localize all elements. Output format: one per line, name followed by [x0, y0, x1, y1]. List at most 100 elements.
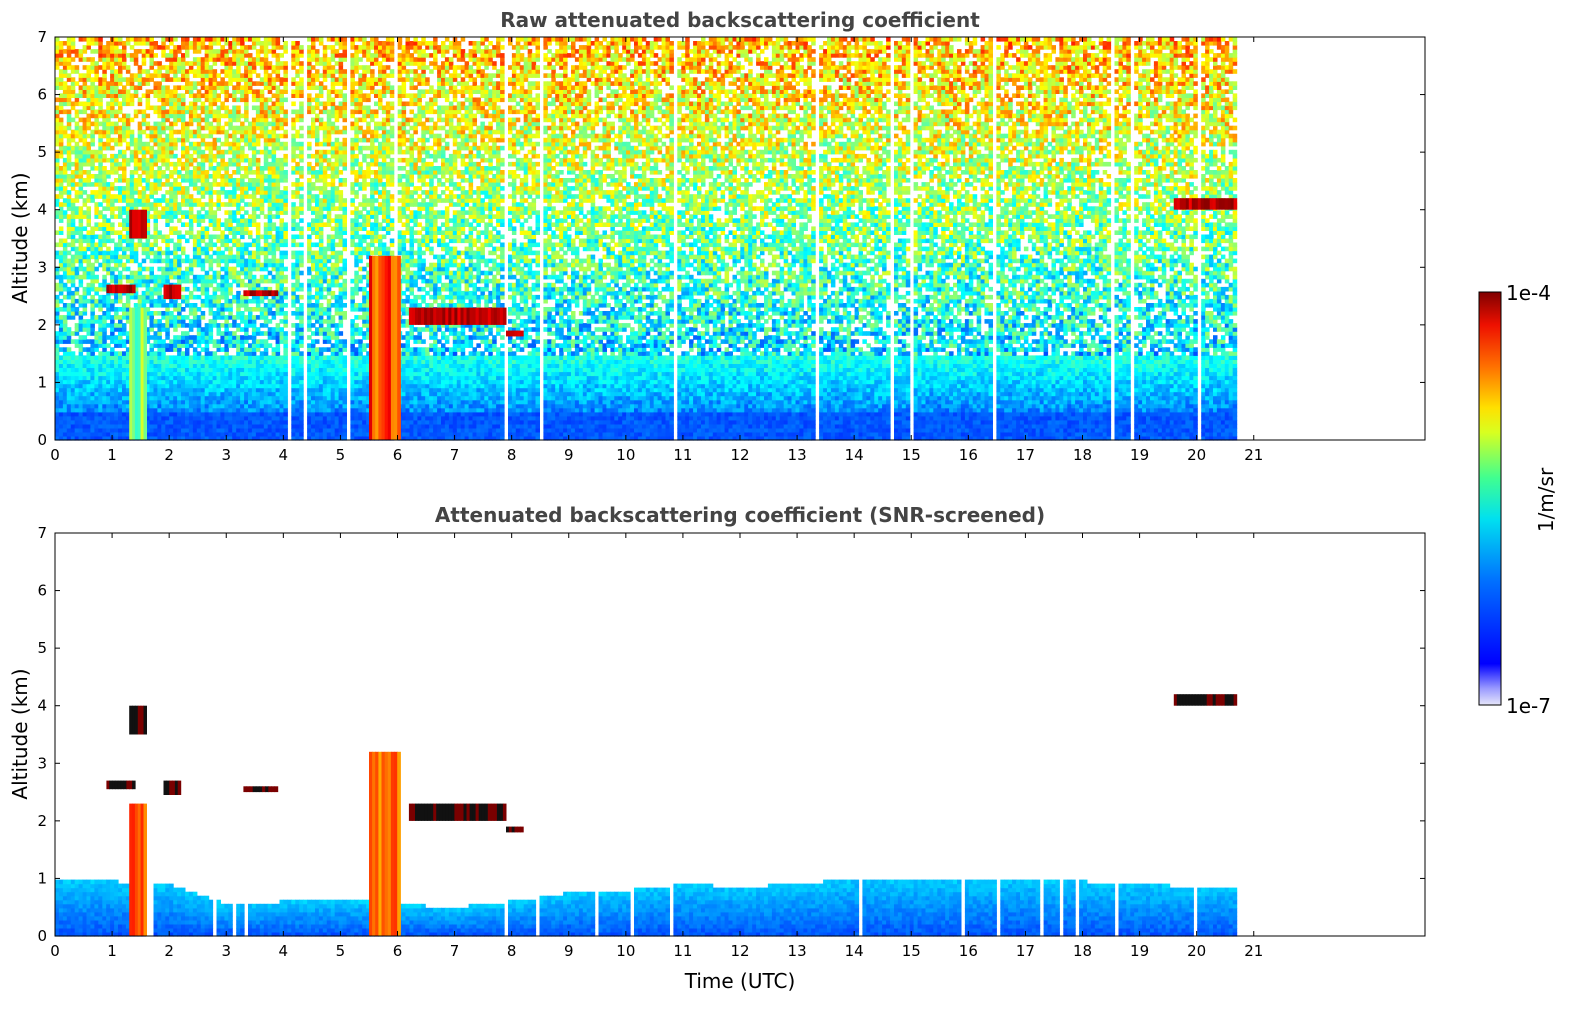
heatmap-cell	[255, 419, 261, 425]
heatmap-cell	[145, 407, 151, 413]
heatmap-cell	[299, 351, 304, 356]
heatmap-cell	[232, 367, 237, 373]
heatmap-cell	[157, 294, 162, 300]
heatmap-cell	[90, 303, 95, 308]
heatmap-cell	[224, 234, 229, 240]
heatmap-cell	[70, 133, 76, 139]
heatmap-cell	[263, 234, 269, 240]
heatmap-cell	[153, 206, 158, 211]
heatmap-cell	[153, 174, 158, 179]
heatmap-cell	[212, 407, 218, 413]
heatmap-cell	[165, 37, 170, 42]
heatmap-cell	[90, 41, 95, 46]
heatmap-cell	[259, 294, 265, 300]
heatmap-cell	[263, 375, 269, 381]
heatmap-cell	[169, 129, 174, 135]
heatmap-cell	[248, 375, 253, 381]
heatmap-cell	[122, 315, 127, 320]
heatmap-cell	[173, 161, 178, 167]
heatmap-cell	[271, 101, 277, 107]
heatmap-cell	[153, 182, 158, 187]
heatmap-cell	[248, 53, 253, 58]
heatmap-cell	[196, 315, 202, 320]
heatmap-cell	[271, 311, 277, 316]
heatmap-cell	[55, 379, 60, 385]
heatmap-cell	[90, 226, 95, 231]
heatmap-cell	[299, 335, 304, 340]
heatmap-cell	[153, 161, 158, 167]
heatmap-cell	[161, 174, 166, 179]
heatmap-cell	[78, 266, 84, 272]
heatmap-cell	[114, 355, 119, 360]
heatmap-cell	[299, 101, 304, 107]
heatmap-cell	[196, 246, 202, 252]
heatmap-cell	[251, 379, 257, 385]
heatmap-cell	[125, 77, 131, 82]
heatmap-cell	[106, 355, 111, 360]
heatmap-cell	[106, 315, 111, 320]
heatmap-cell	[220, 190, 225, 195]
heatmap-cell	[185, 355, 190, 360]
heatmap-cell	[165, 266, 170, 272]
heatmap-cell	[110, 194, 115, 199]
heatmap-cell	[66, 117, 72, 123]
heatmap-cell	[70, 45, 76, 50]
heatmap-cell	[145, 186, 151, 191]
heatmap-cell	[122, 161, 127, 167]
heatmap-cell	[299, 133, 304, 139]
heatmap-cell	[196, 436, 202, 441]
heatmap-cell	[125, 186, 131, 191]
heatmap-cell	[263, 407, 269, 413]
heatmap-cell	[208, 198, 214, 203]
heatmap-cell	[224, 133, 229, 139]
heatmap-cell	[279, 407, 284, 413]
heatmap-cell	[62, 411, 68, 417]
heatmap-cell	[192, 294, 198, 300]
heatmap-cell	[181, 359, 186, 364]
heatmap-cell	[70, 77, 76, 82]
heatmap-cell	[78, 234, 84, 240]
heatmap-cell	[153, 254, 158, 260]
heatmap-cell	[299, 315, 304, 320]
heatmap-cell	[129, 53, 135, 58]
heatmap-cell	[275, 367, 281, 373]
heatmap-cell	[275, 166, 281, 171]
heatmap-cell	[94, 109, 99, 115]
heatmap-cell	[62, 166, 68, 171]
heatmap-cell	[137, 161, 143, 167]
heatmap-cell	[78, 427, 84, 433]
heatmap-cell	[228, 202, 233, 207]
heatmap-cell	[224, 166, 229, 171]
heatmap-cell	[173, 145, 178, 151]
heatmap-cell	[307, 411, 312, 417]
heatmap-cell	[248, 274, 253, 280]
heatmap-cell	[177, 375, 182, 381]
heatmap-cell	[220, 89, 225, 94]
heatmap-cell	[114, 258, 119, 264]
heatmap-cell	[279, 226, 284, 231]
heatmap-cell	[192, 250, 198, 256]
heatmap-cell	[173, 206, 178, 211]
heatmap-cell	[114, 113, 119, 119]
heatmap-cell	[299, 258, 304, 264]
heatmap-cell	[181, 174, 186, 179]
heatmap-cell	[196, 69, 202, 74]
heatmap-cell	[259, 415, 265, 421]
heatmap-cell	[299, 395, 304, 401]
heatmap-cell	[122, 331, 127, 336]
heatmap-cell	[279, 327, 284, 332]
heatmap-cell	[188, 303, 194, 308]
heatmap-cell	[244, 73, 249, 78]
heatmap-cell	[102, 387, 107, 393]
heatmap-cell	[149, 53, 154, 58]
heatmap-cell	[248, 258, 253, 264]
heatmap-cell	[173, 242, 178, 248]
heatmap-cell	[271, 45, 277, 50]
heatmap-cell	[102, 238, 107, 244]
heatmap-cell	[161, 85, 166, 90]
heatmap-cell	[114, 311, 119, 316]
heatmap-cell	[86, 351, 91, 356]
heatmap-cell	[114, 335, 119, 340]
heatmap-cell	[98, 367, 103, 373]
heatmap-cell	[173, 254, 178, 260]
